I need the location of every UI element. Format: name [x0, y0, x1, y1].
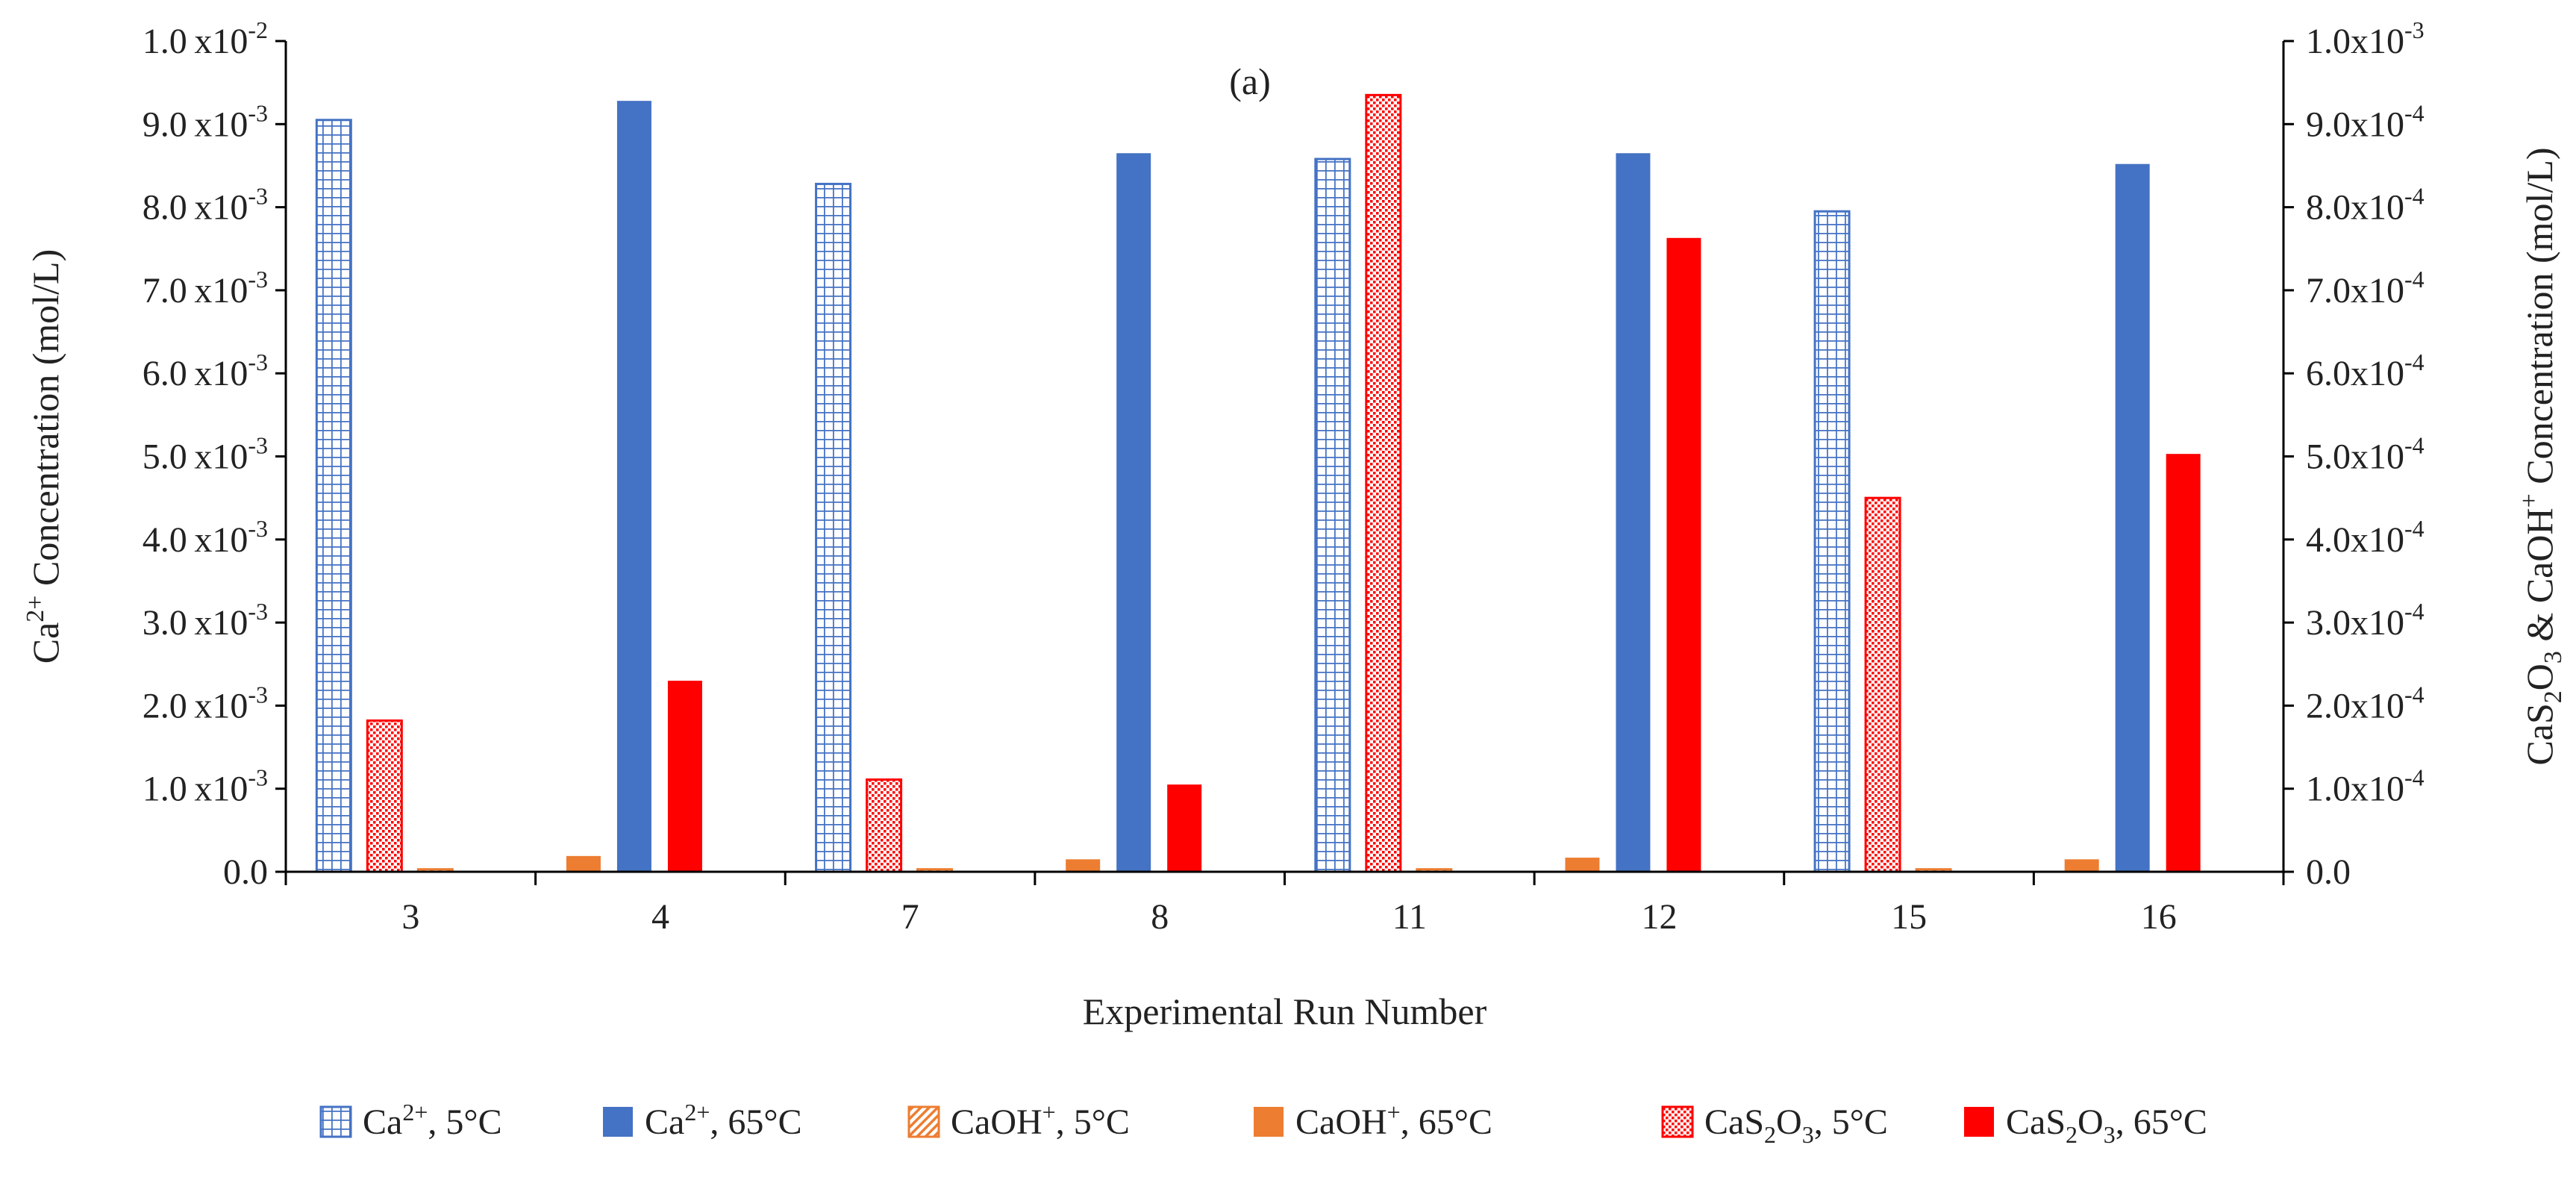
y-axis-right-title: CaS2O3 & CaOH+ Concentration (mol/L): [2516, 147, 2567, 765]
x-tick-label: 16: [2141, 897, 2177, 937]
y-left-tick-label: 6.0 x10-3: [143, 349, 268, 393]
legend-label: CaOH+, 5°C: [951, 1099, 1130, 1142]
bar-cas-o-65-c-run-16: [2166, 454, 2201, 872]
bar-ca-5-c-run-15: [1813, 210, 1851, 873]
y-right-tick-label: 1.0x10-4: [2306, 764, 2425, 809]
y-left-tick-label: 5.0 x10-3: [143, 432, 268, 477]
y-right-tick-label: 3.0x10-4: [2306, 598, 2425, 643]
x-axis-title: Experimental Run Number: [1083, 990, 1487, 1032]
bar-ca-5-c-run-3: [315, 119, 352, 873]
bar-cas-o-65-c-run-12: [1666, 237, 1701, 872]
bar-caoh-65-c-run-12: [1565, 858, 1600, 872]
legend-label: Ca2+, 5°C: [363, 1099, 502, 1142]
x-tick-label: 15: [1891, 897, 1927, 937]
y-left-tick-label: 4.0 x10-3: [143, 515, 268, 560]
legend: Ca2+, 5°C Ca2+, 65°C CaOH+, 5°C CaOH+, 65°C…: [319, 1099, 2207, 1148]
axes-layer: [275, 40, 2294, 885]
bar-cas-o-65-c-run-8: [1167, 784, 1202, 872]
y-left-tick-label: 1.0 x10-3: [143, 764, 268, 809]
y-right-tick-label: 4.0x10-4: [2306, 515, 2425, 560]
y-left-tick-label: 7.0 x10-3: [143, 266, 268, 310]
x-tick-label: 7: [901, 897, 919, 937]
x-tick-label: 11: [1392, 897, 1427, 937]
bar-cas-o-5-c-run-15: [1864, 496, 1901, 873]
bar-ca-5-c-run-11: [1314, 157, 1351, 873]
x-tick-label: 12: [1641, 897, 1677, 937]
y-left-tick-label: 8.0 x10-3: [143, 183, 268, 228]
y-right-tick-label: 5.0x10-4: [2306, 432, 2425, 477]
bars-layer: [315, 93, 2201, 873]
legend-item: CaOH+, 5°C: [907, 1099, 1130, 1142]
axis-titles-layer: (a) Experimental Run Number Ca2+ Concentra…: [22, 60, 2567, 1032]
legend-label: CaS2O3, 65°C: [2006, 1102, 2207, 1148]
legend-item: CaS2O3, 65°C: [1964, 1102, 2207, 1148]
y-left-tick-label: 9.0 x10-3: [143, 99, 268, 144]
y-left-tick-label: 0.0: [223, 852, 268, 892]
y-left-tick-label: 3.0 x10-3: [143, 598, 268, 643]
x-tick-label: 8: [1151, 897, 1169, 937]
legend-label: Ca2+, 65°C: [645, 1099, 802, 1142]
bar-cas-o-5-c-run-3: [366, 719, 403, 873]
legend-item: Ca2+, 65°C: [603, 1099, 802, 1142]
y-left-tick-label: 1.0 x10-2: [143, 16, 268, 61]
bar-caoh-65-c-run-16: [2064, 859, 2099, 872]
legend-label: CaOH+, 65°C: [1295, 1099, 1492, 1142]
tick-labels-layer: 0.0 1.0 x10-3 2.0 x10-3 3.0 x10-3 4.0 x10-3 5…: [143, 16, 2425, 937]
bar-cas-o-65-c-run-4: [667, 681, 702, 872]
y-axis-left-title: Ca2+ Concentration (mol/L): [22, 249, 66, 664]
legend-item: CaOH+, 65°C: [1254, 1099, 1492, 1142]
bar-caoh-65-c-run-8: [1066, 859, 1101, 872]
y-right-tick-label: 0.0: [2306, 852, 2351, 892]
y-right-tick-label: 8.0x10-4: [2306, 183, 2425, 228]
bar-ca-65-c-run-8: [1116, 153, 1151, 872]
y-right-tick-label: 2.0x10-4: [2306, 681, 2425, 725]
legend-item: Ca2+, 5°C: [319, 1099, 502, 1142]
panel-label: (a): [1229, 60, 1271, 102]
legend-swatch: [1254, 1107, 1284, 1137]
y-left-tick-label: 2.0 x10-3: [143, 681, 268, 725]
legend-item: CaS2O3, 5°C: [1661, 1102, 1888, 1148]
bar-ca-65-c-run-4: [616, 101, 651, 873]
y-right-tick-label: 7.0x10-4: [2306, 266, 2425, 310]
legend-swatch: [603, 1107, 633, 1137]
legend-swatch: [319, 1105, 352, 1138]
legend-swatch: [907, 1105, 940, 1138]
bar-ca-65-c-run-12: [1616, 153, 1651, 872]
bar-ca-5-c-run-7: [815, 182, 852, 873]
y-right-tick-label: 1.0x10-3: [2306, 16, 2425, 61]
legend-label: CaS2O3, 5°C: [1704, 1102, 1888, 1148]
bar-cas-o-5-c-run-11: [1365, 93, 1402, 873]
bar-ca-65-c-run-16: [2115, 163, 2150, 872]
x-tick-label: 3: [401, 897, 419, 937]
legend-swatch: [1964, 1107, 1994, 1137]
bar-caoh-65-c-run-4: [566, 855, 601, 872]
legend-swatch: [1661, 1105, 1694, 1138]
bar-cas-o-5-c-run-7: [866, 778, 903, 873]
x-tick-label: 4: [651, 897, 669, 937]
y-right-tick-label: 9.0x10-4: [2306, 99, 2425, 144]
y-right-tick-label: 6.0x10-4: [2306, 349, 2425, 393]
